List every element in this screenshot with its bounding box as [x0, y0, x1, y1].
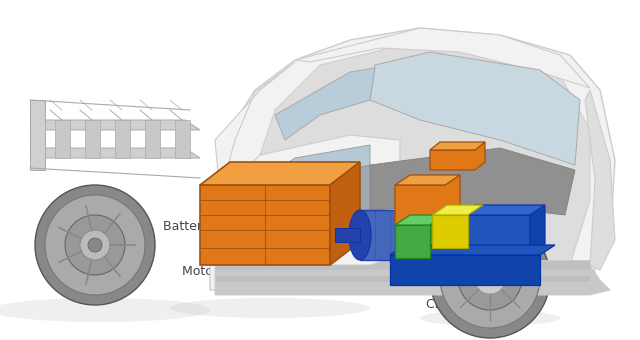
Ellipse shape: [65, 215, 125, 275]
Polygon shape: [240, 145, 370, 210]
Polygon shape: [460, 215, 530, 255]
Polygon shape: [295, 28, 590, 88]
Polygon shape: [85, 120, 100, 158]
Ellipse shape: [419, 210, 441, 260]
Polygon shape: [215, 62, 295, 195]
Ellipse shape: [45, 195, 145, 295]
Polygon shape: [432, 205, 483, 215]
Ellipse shape: [349, 210, 371, 260]
Polygon shape: [460, 205, 545, 215]
Text: DC Converter (BSC): DC Converter (BSC): [371, 164, 536, 176]
Polygon shape: [430, 142, 485, 150]
Ellipse shape: [474, 262, 506, 294]
Polygon shape: [215, 265, 610, 295]
Ellipse shape: [170, 298, 370, 318]
Polygon shape: [390, 245, 555, 255]
Polygon shape: [55, 120, 70, 158]
Ellipse shape: [483, 271, 497, 285]
Polygon shape: [395, 175, 460, 225]
Polygon shape: [215, 275, 590, 282]
Polygon shape: [432, 215, 468, 248]
Polygon shape: [370, 52, 580, 165]
Polygon shape: [30, 120, 200, 130]
Ellipse shape: [440, 228, 540, 328]
Polygon shape: [200, 185, 330, 265]
Polygon shape: [115, 120, 130, 158]
Polygon shape: [30, 148, 200, 158]
Polygon shape: [200, 162, 360, 185]
Text: Power Distribution (PDU): Power Distribution (PDU): [345, 183, 567, 221]
Polygon shape: [145, 120, 160, 158]
Polygon shape: [530, 205, 545, 255]
Polygon shape: [275, 68, 375, 140]
Ellipse shape: [430, 218, 550, 338]
Polygon shape: [390, 255, 540, 285]
Ellipse shape: [420, 310, 560, 326]
Polygon shape: [395, 225, 430, 258]
Text: Charger (NLG6): Charger (NLG6): [383, 240, 524, 311]
Polygon shape: [215, 135, 400, 265]
Polygon shape: [585, 90, 615, 270]
Polygon shape: [30, 100, 45, 170]
Polygon shape: [330, 162, 360, 265]
Polygon shape: [215, 260, 590, 270]
Ellipse shape: [458, 246, 522, 310]
Polygon shape: [370, 148, 575, 215]
Polygon shape: [210, 28, 615, 290]
Ellipse shape: [80, 230, 110, 260]
Bar: [335, 228, 360, 242]
Text: Battery (EVB): Battery (EVB): [163, 185, 248, 233]
Polygon shape: [330, 165, 370, 220]
Text: Motor Controller (DMC): Motor Controller (DMC): [358, 116, 557, 134]
Ellipse shape: [88, 238, 102, 252]
Polygon shape: [360, 210, 430, 260]
Polygon shape: [395, 175, 460, 185]
Polygon shape: [255, 48, 590, 265]
Text: Motor (HSM): Motor (HSM): [182, 194, 264, 278]
Polygon shape: [430, 142, 485, 170]
Ellipse shape: [0, 298, 210, 322]
Polygon shape: [395, 215, 445, 225]
Polygon shape: [175, 120, 190, 158]
Ellipse shape: [35, 185, 155, 305]
